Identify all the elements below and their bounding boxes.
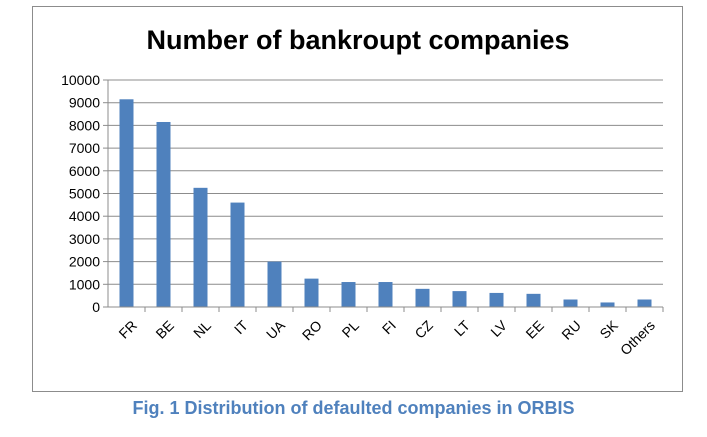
- bar-be: [156, 121, 171, 308]
- bar-cz: [415, 288, 430, 307]
- bar-ee: [526, 293, 541, 307]
- y-tick-label: 1000: [69, 276, 100, 292]
- bar-it: [230, 202, 245, 307]
- bars: [119, 99, 652, 308]
- x-category-label: FI: [379, 317, 399, 337]
- chart-frame: Number of bankroupt companies 0 1000 2000 3…: [32, 6, 683, 392]
- y-tick-label: 10000: [61, 72, 100, 88]
- y-tick-label: 5000: [69, 186, 100, 202]
- x-category-label: PL: [339, 317, 363, 341]
- bar-pl: [341, 282, 356, 307]
- chart-title: Number of bankroupt companies: [146, 25, 569, 55]
- x-category-label: CZ: [411, 317, 436, 342]
- bar-fi: [378, 282, 393, 307]
- bar-lv: [489, 292, 504, 307]
- x-category-label: RU: [558, 317, 584, 343]
- x-category-label: IT: [231, 317, 251, 337]
- x-category-label: FR: [115, 317, 140, 342]
- bar-ro: [304, 278, 319, 307]
- x-category-label: UA: [263, 317, 289, 343]
- y-tick-label: 3000: [69, 231, 100, 247]
- x-category-label: EE: [522, 317, 547, 342]
- x-category-label: BE: [152, 317, 177, 342]
- y-tick-label: 7000: [69, 140, 100, 156]
- bar-others: [637, 299, 652, 307]
- bar-lt: [452, 291, 467, 307]
- y-tick-label: 6000: [69, 163, 100, 179]
- bar-fr: [119, 99, 134, 307]
- gridlines: [108, 79, 663, 285]
- bar-ru: [563, 299, 578, 307]
- y-tick-label: 0: [92, 299, 100, 315]
- bar-nl: [193, 187, 208, 307]
- x-category-label: Others: [617, 317, 658, 358]
- axes: [103, 79, 664, 312]
- y-axis-tick-labels: 0 1000 2000 3000 4000 5000 6000 7000 8000 9000 100…: [61, 72, 100, 315]
- y-tick-label: 9000: [69, 95, 100, 111]
- y-tick-label: 8000: [69, 117, 100, 133]
- x-category-label: NL: [190, 317, 214, 341]
- x-category-label: LT: [451, 317, 473, 339]
- bar-chart: Number of bankroupt companies 0 1000 2000 3…: [61, 25, 664, 358]
- x-category-label: SK: [596, 317, 621, 342]
- x-category-label: RO: [299, 317, 325, 343]
- y-tick-label: 2000: [69, 254, 100, 270]
- bar-sk: [600, 302, 615, 307]
- bar-ua: [267, 261, 282, 307]
- y-tick-label: 4000: [69, 208, 100, 224]
- figure-caption: Fig. 1 Distribution of defaulted compani…: [132, 398, 575, 418]
- x-category-label: LV: [487, 317, 510, 340]
